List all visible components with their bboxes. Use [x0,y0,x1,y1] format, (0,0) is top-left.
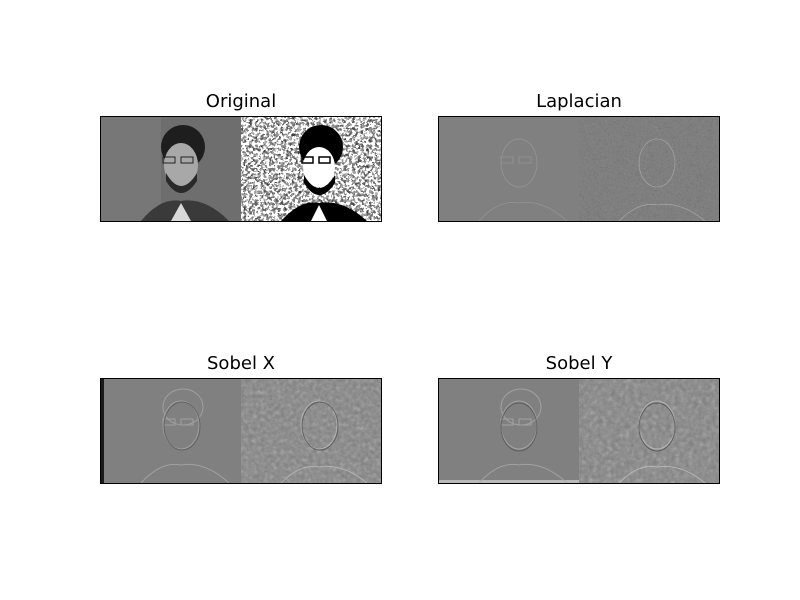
image-panel-sobel-x [100,378,382,484]
panel-title-sobel-y: Sobel Y [545,353,613,374]
panel-title-original: Original [205,91,277,112]
laplacian-image [439,117,719,221]
sobel-x-image [101,379,381,483]
sobel-y-image [439,379,719,483]
panel-title-laplacian: Laplacian [536,91,622,112]
image-panel-laplacian [438,116,720,222]
panel-title-sobel-x: Sobel X [207,353,275,374]
original-threshold-photo [241,117,381,221]
image-panel-original [100,116,382,222]
image-panel-sobel-y [438,378,720,484]
original-grayscale-photo [101,117,241,221]
